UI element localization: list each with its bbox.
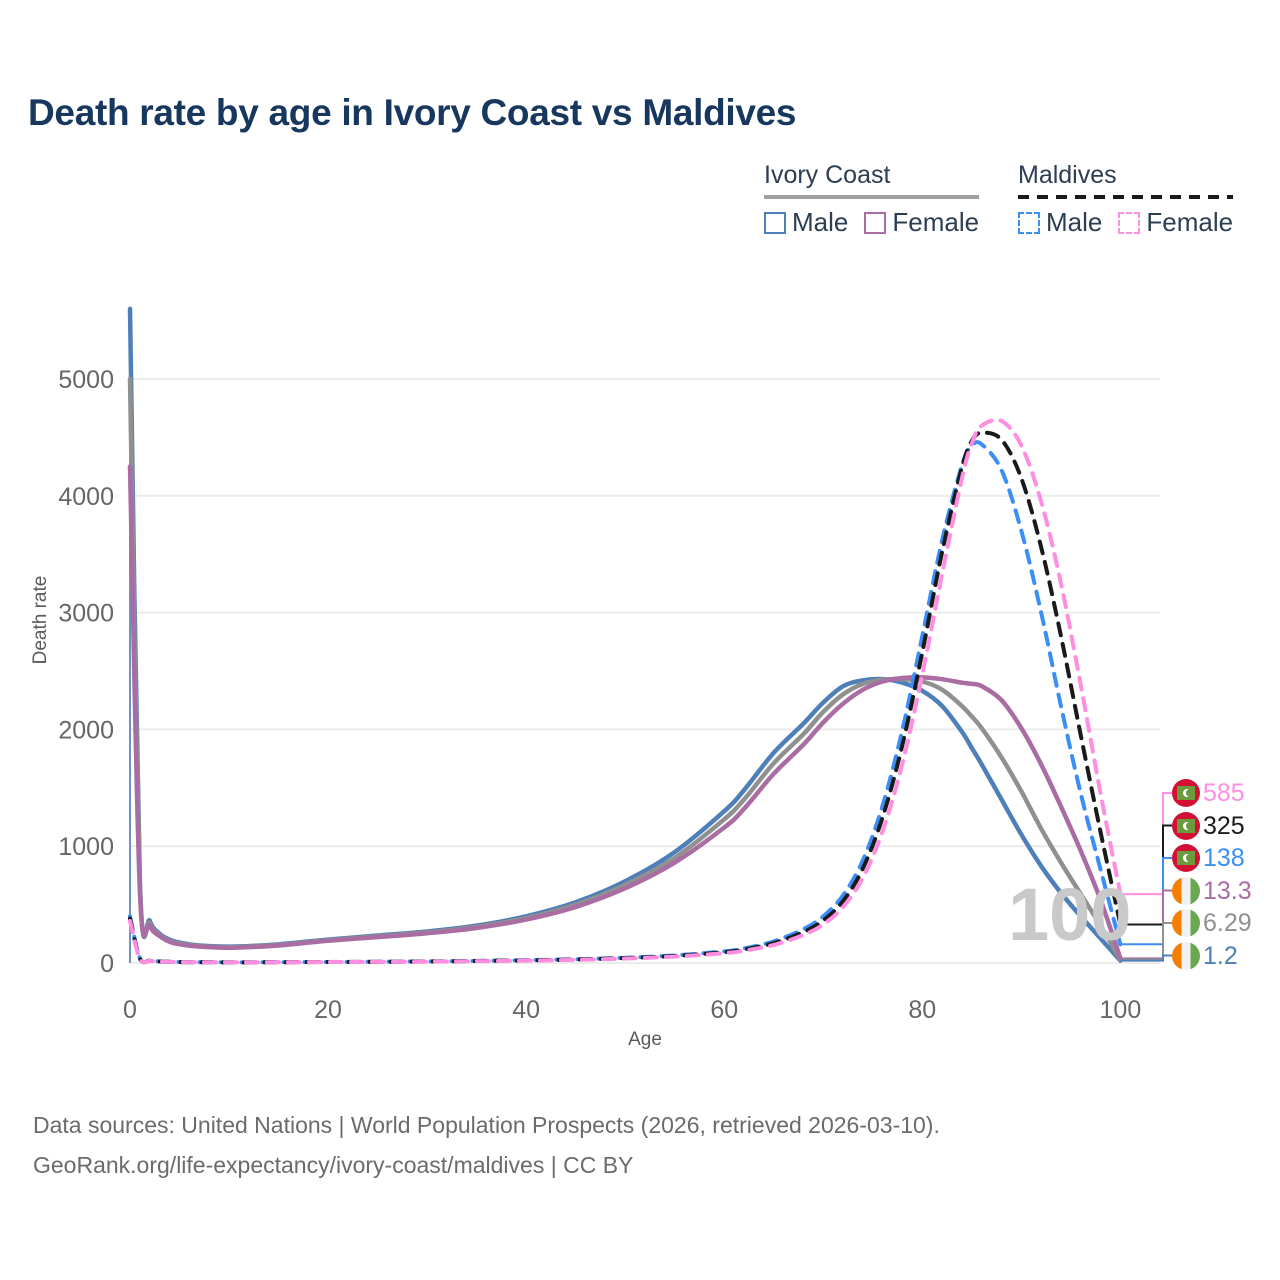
legend-label-maldives-male: Male [1046,207,1103,237]
end-label-value: 585 [1203,779,1245,807]
end-label-value: 6.29 [1203,909,1252,937]
end-label-maldives-both: 325 [1172,811,1245,841]
ivory-coast-flag [1172,941,1200,970]
legend-label-ivory-coast-female: Female [892,207,980,237]
legend-swatch-icon-ivory-coast-female [864,211,887,234]
legend-item-ivory-coast-male[interactable]: Male [764,207,848,238]
footer-attribution: Data sources: United Nations | World Pop… [33,1105,940,1185]
gridlines [130,378,1160,964]
series-line [127,464,1123,961]
legend-group-title-maldives: Maldives [1018,161,1117,189]
footer-line-2: GeoRank.org/life-expectancy/ivory-coast/… [33,1152,634,1178]
end-label-maldives-male: 138 [1172,843,1245,873]
legend-group-ivory-coast: Ivory Coast Male Female [764,160,980,238]
legend-swatch-icon-maldives-female [1118,211,1141,234]
x-axis-ticks: 0 20 40 60 80 100 [123,996,1141,1024]
y-tick-label: 1000 [58,833,114,861]
ivory-coast-flag [1172,909,1200,937]
series-end-labels: 585 325 138 13.3 6.29 1.2 [1172,778,1280,974]
end-label-value: 1.2 [1203,941,1238,970]
x-axis-label: Age [628,1029,662,1050]
end-label-leader-line [1120,922,1172,961]
legend-rule-maldives [1018,195,1234,199]
end-label-value: 13.3 [1203,876,1252,905]
y-tick-label: 2000 [58,716,114,744]
legend-label-maldives-female: Female [1146,207,1234,237]
legend-item-ivory-coast-female[interactable]: Female [864,207,979,238]
legend-group-maldives: Maldives Male Female [1018,160,1234,238]
end-label-ivory-coast-female: 13.3 [1172,876,1252,906]
end-label-value: 325 [1203,811,1245,840]
y-tick-label: 0 [100,950,114,978]
x-tick-label: 0 [123,996,137,1024]
x-tick-label: 40 [512,996,540,1024]
end-label-leader-line [1120,954,1172,962]
legend-group-title-ivory-coast: Ivory Coast [764,161,891,189]
maldives-flag [1172,779,1200,807]
chart-plot-area: 0 1000 2000 3000 4000 5000 0 20 40 60 80 100 Death… [30,306,1172,1050]
y-axis-label: Death rate [30,576,51,665]
chart-legend: Ivory Coast Male Female Maldives Male [760,160,1252,246]
legend-item-maldives-female[interactable]: Female [1118,207,1233,238]
legend-rule-ivory-coast [764,195,980,199]
maldives-flag [1172,811,1200,840]
leader-lines [1120,792,1172,962]
end-label-ivory-coast-male: 1.2 [1172,941,1238,971]
end-label-ivory-coast-both: 6.29 [1172,908,1252,938]
end-label-value: 138 [1203,844,1245,872]
watermark-age-100: 100 [1008,873,1132,956]
x-tick-label: 80 [908,996,936,1024]
page-title: Death rate by age in Ivory Coast vs Mald… [28,92,797,133]
series-lines [127,306,1123,965]
end-label-maldives-female: 585 [1172,778,1245,808]
legend-item-maldives-male[interactable]: Male [1018,207,1102,238]
x-tick-label: 20 [314,996,342,1024]
legend-label-ivory-coast-male: Male [792,207,849,237]
series-line [127,376,1123,962]
y-axis-ticks: 0 1000 2000 3000 4000 5000 [58,366,114,978]
x-tick-label: 60 [710,996,738,1024]
series-line [127,306,1123,963]
y-tick-label: 5000 [58,366,114,394]
x-tick-label: 100 [1100,996,1142,1024]
series-line [128,417,1123,965]
maldives-flag [1172,844,1200,872]
legend-swatch-icon-ivory-coast-male [764,211,786,234]
ivory-coast-flag [1172,876,1200,905]
y-tick-label: 3000 [58,600,114,628]
legend-swatch-icon-maldives-male [1018,211,1040,234]
footer-line-1: Data sources: United Nations | World Pop… [33,1112,940,1138]
y-tick-label: 4000 [58,483,114,511]
chart-svg: 0 1000 2000 3000 4000 5000 0 20 40 60 80 100 Death… [30,306,1172,1050]
